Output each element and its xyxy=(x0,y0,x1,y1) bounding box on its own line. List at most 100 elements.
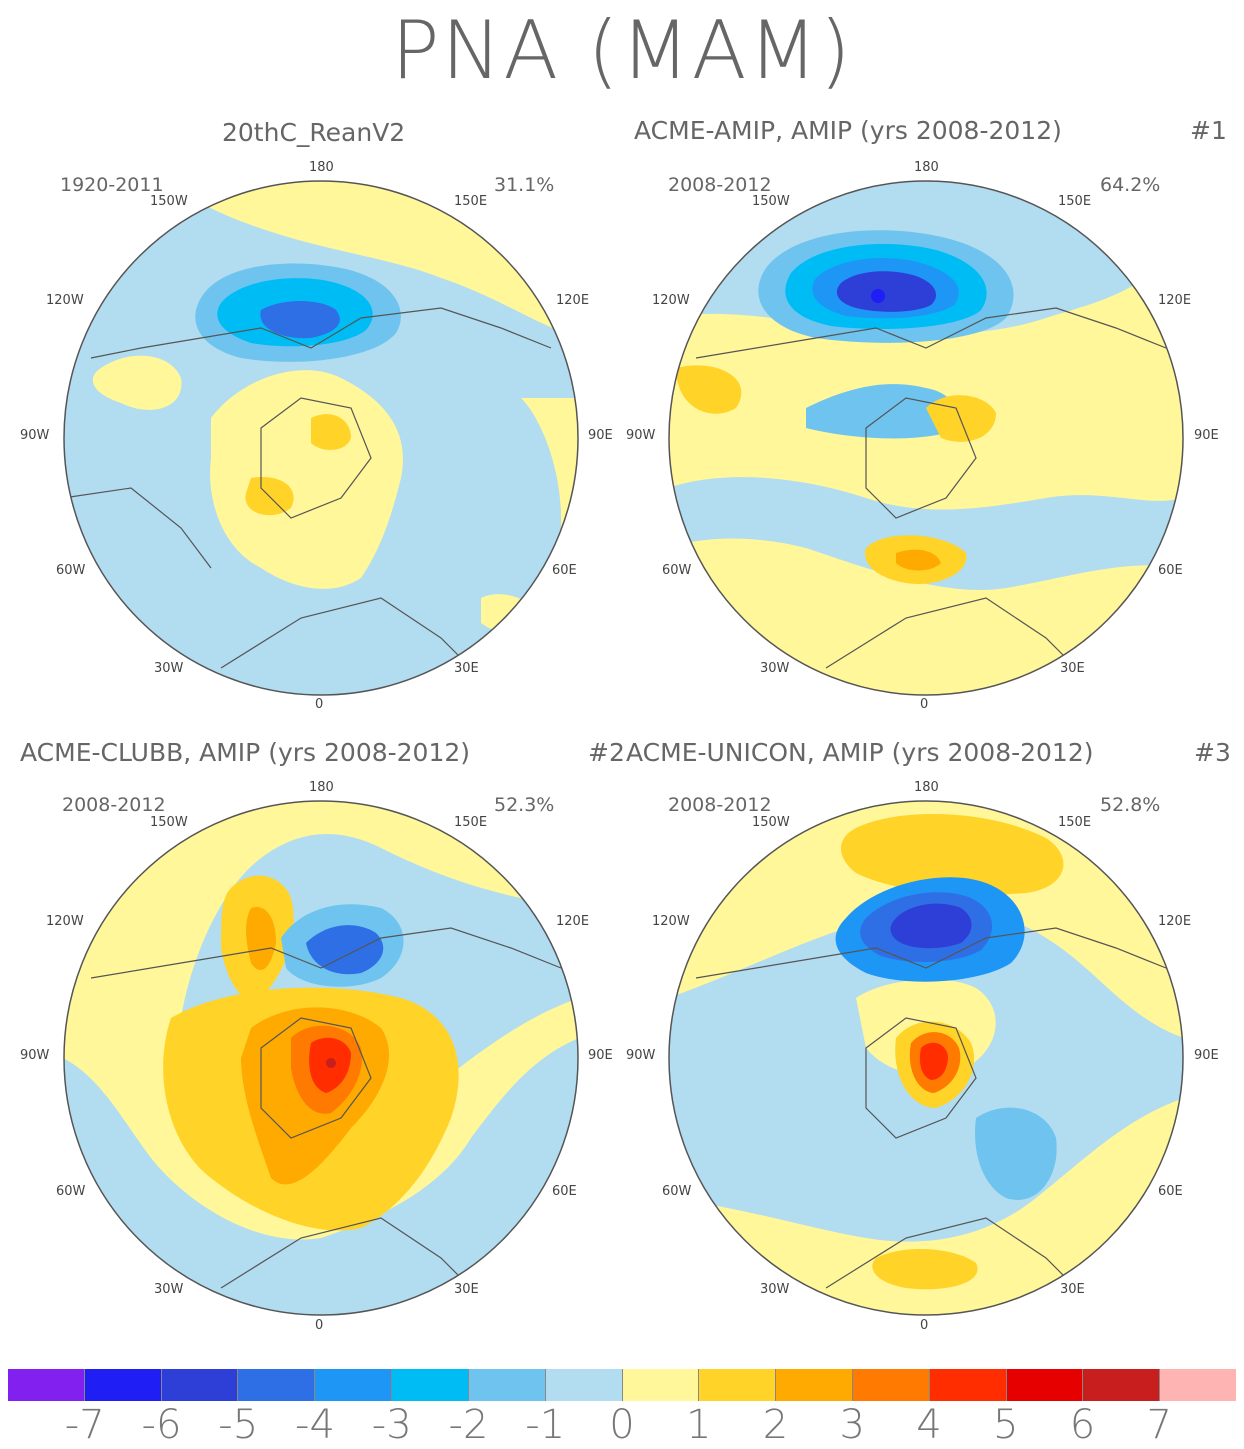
panel-4-years: 2008-2012 xyxy=(668,794,772,816)
panel-3-lon-90w: 90W xyxy=(20,1048,50,1063)
panel-3-map xyxy=(63,800,579,1316)
colorbar-swatch xyxy=(238,1369,316,1401)
panel-4-title: ACME-UNICON, AMIP (yrs 2008-2012) xyxy=(626,738,1094,767)
panel-4-percent: 52.8% xyxy=(1100,794,1161,816)
colorbar-tick-label: 1 xyxy=(686,1402,712,1448)
panel-2-lon-150w: 150W xyxy=(752,194,790,209)
panel-2-lon-60w: 60W xyxy=(662,563,692,578)
colorbar-swatch xyxy=(852,1369,930,1401)
panel-4-lon-120e: 120E xyxy=(1158,914,1192,929)
panel-2-title: ACME-AMIP, AMIP (yrs 2008-2012) xyxy=(634,116,1062,145)
colorbar-tick-label: 4 xyxy=(916,1402,942,1448)
panel-4-lon-30e: 30E xyxy=(1060,1282,1085,1297)
panel-1-lon-30e: 30E xyxy=(454,661,479,676)
panel-2-years: 2008-2012 xyxy=(668,174,772,196)
panel-2-lon-90e: 90E xyxy=(1194,428,1219,443)
colorbar-tick-label: 2 xyxy=(762,1402,789,1448)
colorbar-swatch xyxy=(8,1369,85,1401)
panel-2-map xyxy=(668,180,1184,696)
colorbar-swatch xyxy=(545,1369,623,1401)
panel-3-years: 2008-2012 xyxy=(62,794,166,816)
panel-4-lon-30w: 30W xyxy=(760,1282,790,1297)
panel-1-lon-90w: 90W xyxy=(20,428,50,443)
panel-3-lon-90e: 90E xyxy=(588,1048,613,1063)
panel-3-lon-120w: 120W xyxy=(46,914,84,929)
panel-2-lon-150e: 150E xyxy=(1058,194,1092,209)
panel-3-lon-150e: 150E xyxy=(454,815,488,830)
colorbar xyxy=(8,1369,1236,1401)
panel-3-lon-0: 0 xyxy=(315,1318,324,1333)
panel-2-tag: #1 xyxy=(1190,116,1227,145)
panel-1-percent: 31.1% xyxy=(494,174,555,196)
panel-1-years: 1920-2011 xyxy=(60,174,164,196)
panel-3-tag: #2 xyxy=(588,738,625,767)
colorbar-tick-label: 7 xyxy=(1146,1402,1172,1448)
panel-3-percent: 52.3% xyxy=(494,794,555,816)
panel-2-lon-60e: 60E xyxy=(1158,563,1183,578)
panel-1-lon-120e: 120E xyxy=(556,293,590,308)
panel-3-title: ACME-CLUBB, AMIP (yrs 2008-2012) xyxy=(20,738,471,767)
panel-4-lon-90e: 90E xyxy=(1194,1048,1219,1063)
colorbar-swatch xyxy=(392,1369,469,1401)
panel-1-map xyxy=(63,180,579,696)
colorbar-swatch xyxy=(315,1369,393,1401)
panel-3-lon-180: 180 xyxy=(309,780,334,795)
panel-1-lon-60e: 60E xyxy=(552,563,577,578)
panel-3-lon-120e: 120E xyxy=(556,914,590,929)
panel-4-lon-90w: 90W xyxy=(626,1048,656,1063)
panel-2-lon-30e: 30E xyxy=(1060,661,1085,676)
colorbar-tick-label: -7 xyxy=(64,1402,105,1448)
colorbar-tick-label: 0 xyxy=(609,1402,635,1448)
colorbar-swatch xyxy=(1160,1369,1236,1401)
colorbar-swatch xyxy=(776,1369,853,1401)
colorbar-tick-label: -5 xyxy=(218,1402,259,1448)
panel-3-lon-150w: 150W xyxy=(150,815,188,830)
panel-4-lon-150w: 150W xyxy=(752,815,790,830)
colorbar-swatch xyxy=(699,1369,777,1401)
colorbar-swatch xyxy=(622,1369,700,1401)
panel-3-lon-30w: 30W xyxy=(154,1282,184,1297)
panel-4-lon-120w: 120W xyxy=(652,914,690,929)
panel-4-map xyxy=(668,800,1184,1316)
panel-1-lon-60w: 60W xyxy=(56,563,86,578)
panel-1-title: 20thC_ReanV2 xyxy=(222,118,406,147)
panel-3-lon-60w: 60W xyxy=(56,1184,86,1199)
colorbar-tick-label: 5 xyxy=(993,1402,1019,1448)
panel-1-lon-90e: 90E xyxy=(588,428,613,443)
colorbar-tick-label: 6 xyxy=(1069,1402,1096,1448)
panel-2-lon-180: 180 xyxy=(914,160,939,175)
panel-4-lon-150e: 150E xyxy=(1058,815,1092,830)
colorbar-swatch xyxy=(468,1369,546,1401)
colorbar-tick-label: 3 xyxy=(839,1402,865,1448)
colorbar-tick-label: -2 xyxy=(448,1402,489,1448)
panel-2-lon-0: 0 xyxy=(920,697,929,712)
colorbar-tick-label: -3 xyxy=(371,1402,412,1448)
main-title: PNA (MAM) xyxy=(391,4,853,97)
panel-4-lon-60w: 60W xyxy=(662,1184,692,1199)
colorbar-swatch xyxy=(84,1369,162,1401)
colorbar-tick-label: -1 xyxy=(525,1402,566,1448)
panel-4-lon-60e: 60E xyxy=(1158,1184,1183,1199)
panel-1-lon-150w: 150W xyxy=(150,194,188,209)
colorbar-swatch xyxy=(929,1369,1007,1401)
colorbar-swatch xyxy=(1083,1369,1161,1401)
colorbar-tick-label: -4 xyxy=(295,1402,335,1448)
panel-3-lon-60e: 60E xyxy=(552,1184,577,1199)
panel-1-lon-150e: 150E xyxy=(454,194,488,209)
panel-4-lon-0: 0 xyxy=(920,1318,929,1333)
panel-1-lon-180: 180 xyxy=(309,160,334,175)
panel-1-lon-0: 0 xyxy=(315,697,324,712)
panel-1-lon-30w: 30W xyxy=(154,661,184,676)
panel-4-tag: #3 xyxy=(1194,738,1231,767)
panel-4-lon-180: 180 xyxy=(914,780,939,795)
panel-2-lon-90w: 90W xyxy=(626,428,656,443)
panel-2-lon-120w: 120W xyxy=(652,293,690,308)
panel-2-lon-30w: 30W xyxy=(760,661,790,676)
panel-3-lon-30e: 30E xyxy=(454,1282,479,1297)
panel-1-lon-120w: 120W xyxy=(46,293,84,308)
colorbar-tick-label: -6 xyxy=(141,1402,182,1448)
panel-2-lon-120e: 120E xyxy=(1158,293,1192,308)
colorbar-swatch xyxy=(1006,1369,1084,1401)
colorbar-swatch xyxy=(161,1369,239,1401)
panel-2-percent: 64.2% xyxy=(1100,174,1161,196)
